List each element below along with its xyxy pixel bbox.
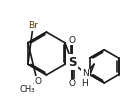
Text: N: N: [82, 69, 89, 78]
Text: H: H: [81, 79, 88, 88]
Text: O: O: [69, 36, 76, 45]
Text: CH₃: CH₃: [19, 85, 35, 94]
Text: O: O: [35, 77, 42, 86]
Text: Br: Br: [28, 21, 38, 30]
Text: O: O: [69, 80, 76, 88]
Text: S: S: [68, 56, 76, 69]
